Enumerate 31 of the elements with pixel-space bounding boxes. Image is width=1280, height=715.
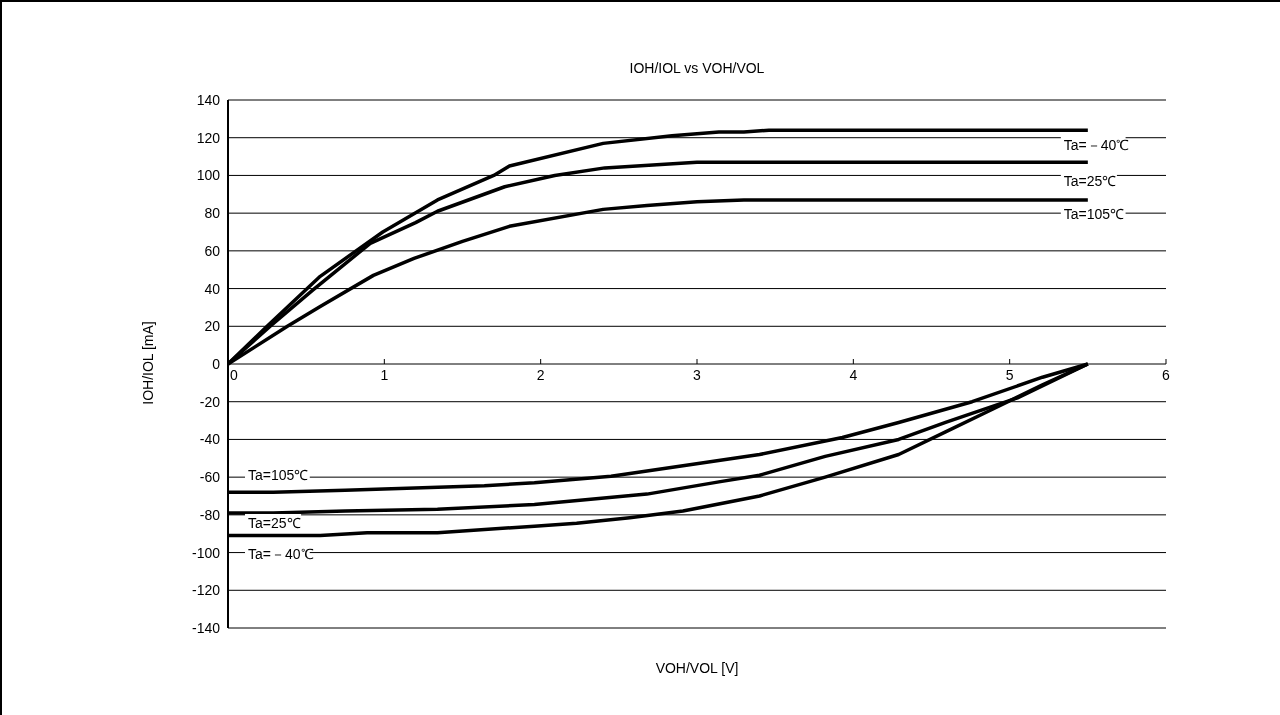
y-tick-label: 80 [204, 205, 221, 222]
x-tick-label: 0 [230, 367, 239, 383]
series-label: Ta=25℃ [248, 514, 301, 531]
series-label: Ta=－40℃ [1063, 137, 1130, 154]
y-tick-label: 0 [212, 355, 221, 372]
x-tick-label: 1 [380, 367, 389, 383]
y-tick-label: 40 [204, 280, 221, 297]
y-tick-label: -100 [191, 544, 221, 561]
y-tick-label: -20 [199, 393, 221, 410]
chart-title: IOH/IOL vs VOH/VOL [628, 60, 766, 76]
y-tick-label: -40 [199, 431, 221, 448]
y-tick-label: 100 [196, 167, 221, 184]
x-tick-label: 5 [1005, 367, 1014, 383]
y-tick-label: -120 [191, 582, 221, 599]
y-tick-label: 140 [196, 91, 221, 108]
y-tick-label: 60 [204, 242, 221, 259]
x-tick-label: 4 [849, 367, 858, 383]
y-tick-label: 20 [204, 318, 221, 335]
y-tick-label: -140 [191, 619, 221, 636]
series-label: Ta=105℃ [248, 467, 309, 484]
x-tick-label: 6 [1162, 367, 1171, 383]
x-axis-title: VOH/VOL [V] [654, 660, 740, 676]
series-label: Ta=25℃ [1063, 173, 1117, 190]
series-label: Ta=－40℃ [248, 545, 314, 562]
series-label: Ta=105℃ [1063, 205, 1125, 222]
x-tick-label: 3 [693, 367, 702, 383]
y-tick-label: 120 [196, 129, 221, 146]
y-tick-label: -80 [199, 506, 221, 523]
x-tick-label: 2 [536, 367, 545, 383]
y-axis-title: IOH/IOL [mA] [140, 320, 156, 407]
y-tick-label: -60 [199, 469, 221, 486]
